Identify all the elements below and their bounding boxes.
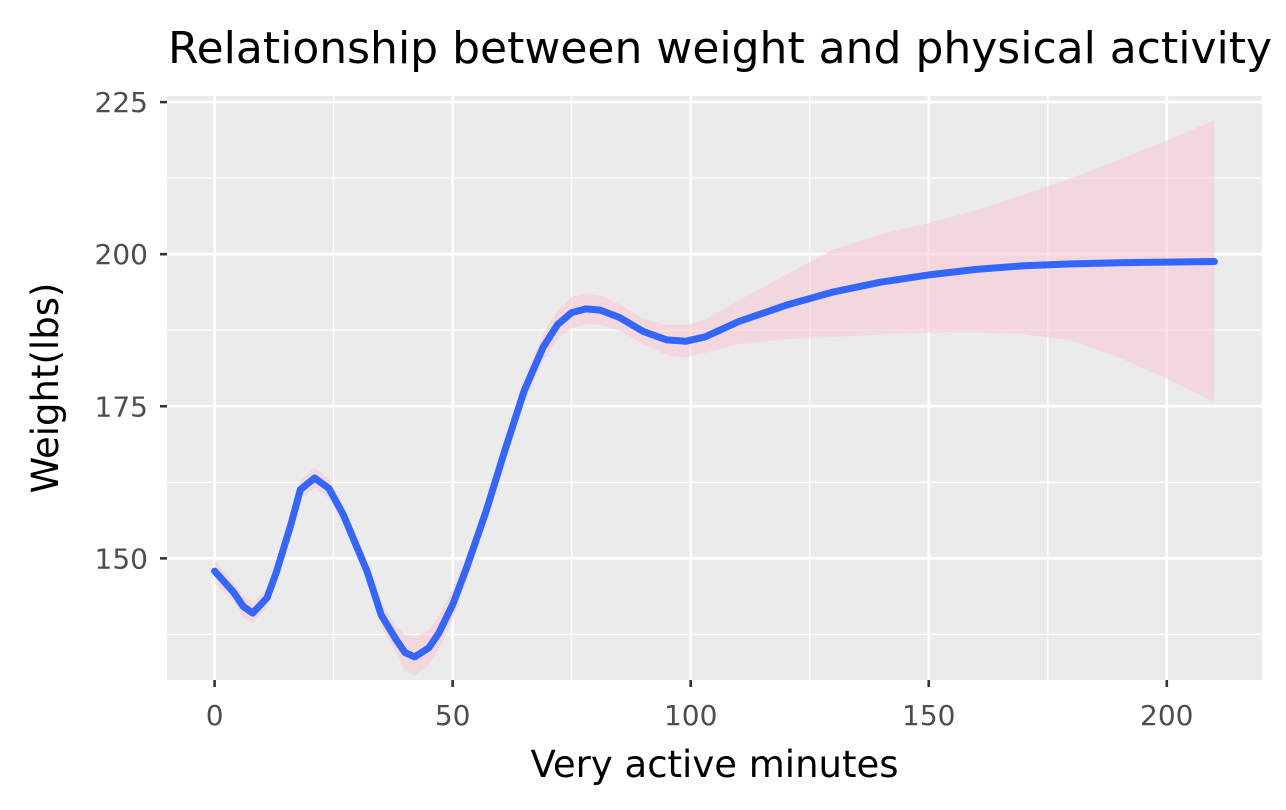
y-axis-ticks: 150 175 200 225 [95, 86, 167, 575]
confidence-band [214, 120, 1215, 676]
y-tick-label: 200 [95, 238, 148, 271]
x-tick-label: 150 [902, 699, 955, 732]
x-axis-title: Very active minutes [530, 743, 898, 786]
y-tick-label: 175 [95, 390, 148, 423]
y-tick-label: 225 [95, 86, 148, 119]
smooth-trend-line [211, 258, 1218, 661]
x-tick-label: 200 [1140, 699, 1193, 732]
y-axis-title: Weight(lbs) [24, 283, 67, 494]
y-tick-label: 150 [95, 542, 148, 575]
x-tick-label: 100 [664, 699, 717, 732]
x-tick-label: 0 [206, 699, 224, 732]
chart-title: Relationship between weight and physical… [168, 23, 1272, 74]
x-tick-label: 50 [435, 699, 471, 732]
x-axis-ticks: 0 50 100 150 200 [206, 680, 1194, 732]
major-gridlines [167, 96, 1262, 680]
